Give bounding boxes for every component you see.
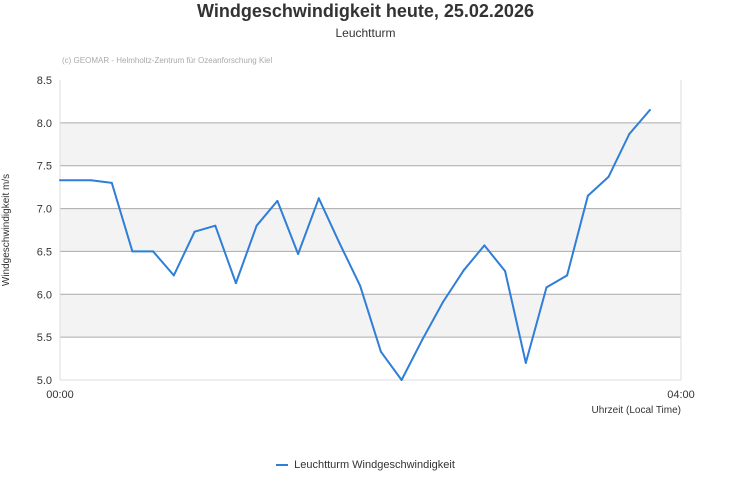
data-point — [483, 244, 486, 247]
data-point — [297, 253, 300, 255]
data-point — [255, 224, 258, 227]
data-point — [628, 133, 631, 135]
data-point — [338, 241, 341, 244]
data-point — [90, 179, 93, 182]
y-tick-label: 6.5 — [37, 246, 52, 258]
data-point — [317, 197, 320, 200]
data-point — [152, 250, 155, 253]
data-point — [421, 338, 424, 341]
credit-text: (c) GEOMAR - Helmholtz-Zentrum für Ozean… — [62, 56, 273, 65]
y-tick-label: 5.0 — [37, 375, 52, 387]
data-point — [545, 286, 548, 289]
data-point — [400, 379, 403, 381]
data-point — [524, 361, 527, 364]
legend-swatch — [276, 464, 289, 467]
data-point — [379, 350, 382, 353]
chart-title: Windgeschwindigkeit heute, 25.02.2026 — [197, 1, 534, 21]
y-axis-label: Windgeschwindigkeit m/s — [1, 174, 12, 286]
data-point — [607, 175, 610, 178]
data-point — [586, 194, 589, 197]
data-point — [648, 109, 651, 111]
legend-item[interactable]: Leuchtturm Windgeschwindigkeit — [0, 459, 731, 471]
legend-label: Leuchtturm Windgeschwindigkeit — [294, 459, 455, 471]
data-point — [193, 230, 196, 233]
data-point — [214, 224, 217, 227]
plot-band — [60, 208, 681, 252]
x-tick-label: 04:00 — [667, 389, 695, 401]
data-point — [110, 181, 113, 184]
chart-subtitle: Leuchtturm — [335, 26, 396, 40]
data-point — [234, 282, 237, 285]
y-tick-label: 5.5 — [37, 332, 52, 344]
data-point — [131, 250, 134, 253]
data-point — [441, 301, 444, 303]
data-point — [462, 269, 465, 272]
y-tick-label: 7.5 — [37, 161, 52, 173]
data-point — [59, 179, 61, 182]
data-point — [566, 274, 569, 277]
data-point — [172, 274, 175, 277]
y-tick-label: 8.0 — [37, 118, 52, 130]
data-point — [359, 284, 362, 287]
data-point — [504, 270, 507, 273]
plot-band — [60, 122, 681, 166]
y-tick-label: 7.0 — [37, 204, 52, 216]
y-tick-label: 8.5 — [37, 75, 52, 87]
x-axis-label: Uhrzeit (Local Time) — [592, 405, 681, 416]
data-point — [276, 199, 279, 202]
y-tick-label: 6.0 — [37, 289, 52, 301]
x-tick-label: 00:00 — [46, 389, 74, 401]
